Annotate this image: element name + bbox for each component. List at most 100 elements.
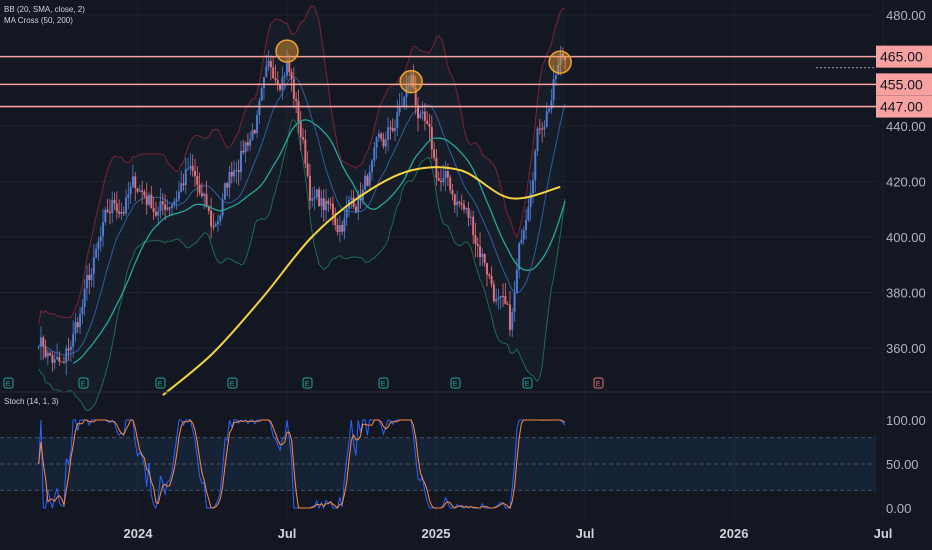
candle-body: [246, 142, 249, 146]
stoch-indicator-label[interactable]: Stoch (14, 1, 3): [4, 397, 59, 406]
candle-body: [460, 202, 463, 205]
candle-body: [313, 197, 316, 199]
candle-body: [102, 222, 105, 237]
candle-body: [106, 209, 109, 212]
candle-body: [554, 75, 557, 80]
level-tag-447: [876, 95, 932, 118]
earnings-marker-text-6: E: [381, 381, 386, 388]
candle-body: [154, 211, 157, 216]
candle-body: [437, 178, 440, 181]
candle-body: [410, 75, 413, 87]
candle-body: [74, 322, 77, 334]
candle-body: [371, 160, 374, 172]
candle-body: [272, 67, 275, 79]
candle-body: [368, 171, 371, 186]
candle-body: [187, 168, 190, 170]
candle-body: [449, 177, 452, 191]
earnings-marker-text-8: E: [525, 381, 530, 388]
horizontal-levels[interactable]: 465.00 455.00 447.00: [0, 45, 932, 118]
candle-body: [267, 60, 270, 67]
level-tag-465: [876, 45, 932, 68]
candle-body: [214, 224, 217, 227]
candle-body: [391, 127, 394, 131]
candle-body: [552, 79, 555, 101]
candle-body: [175, 199, 178, 202]
candle-body: [384, 139, 387, 147]
candle-body: [173, 201, 176, 206]
stoch-axis[interactable]: 100.00 50.00 0.00: [886, 413, 926, 516]
candle-body: [221, 199, 224, 216]
candle-body: [196, 176, 199, 185]
candle-body: [168, 207, 171, 209]
bb-indicator-label[interactable]: BB (20, SMA, close, 2): [4, 5, 85, 14]
candle-body: [341, 225, 344, 232]
candle-body: [534, 150, 537, 181]
candle-body: [113, 200, 116, 204]
candle-body: [325, 200, 328, 211]
candle-body: [559, 53, 562, 65]
candle-body: [235, 170, 238, 172]
candle-body: [398, 106, 401, 113]
candle-body: [274, 78, 277, 81]
x-tick-0: 2024: [124, 526, 154, 541]
candle-body: [462, 204, 465, 210]
candle-body: [515, 269, 518, 293]
candle-body: [483, 253, 486, 264]
candle-body: [318, 189, 321, 207]
candle-body: [446, 171, 449, 178]
candle-body: [138, 190, 141, 192]
earnings-marker-text-4: E: [230, 381, 235, 388]
candle-body: [56, 357, 59, 360]
candle-body: [203, 193, 206, 197]
candle-body: [439, 180, 442, 183]
candle-body: [541, 128, 544, 130]
candle-body: [423, 111, 426, 121]
y-tick-2: 420.00: [886, 175, 926, 190]
candle-body: [479, 246, 482, 258]
candle-body: [95, 248, 98, 258]
candle-body: [472, 216, 475, 236]
candle-body: [458, 201, 461, 203]
earnings-marker-3: [155, 377, 166, 389]
candle-body: [60, 361, 63, 363]
price-axis[interactable]: 480.00 440.00 420.00 400.00 380.00 360.00: [886, 8, 926, 356]
candle-body: [177, 191, 180, 200]
candle-body: [118, 211, 121, 214]
ma-cross-indicator-label[interactable]: MA Cross (50, 200): [4, 16, 73, 25]
candle-body: [180, 183, 183, 192]
candle-body: [157, 211, 160, 216]
candle-body: [99, 236, 102, 242]
candle-body: [136, 188, 139, 192]
candle-body: [465, 208, 468, 210]
candle-body: [373, 147, 376, 161]
candle-body: [490, 275, 493, 285]
candle-body: [242, 150, 245, 153]
candle-body: [212, 226, 215, 228]
candle-body: [281, 77, 284, 90]
candle-body: [329, 203, 332, 205]
candle-body: [37, 346, 40, 348]
candle-body: [205, 193, 208, 207]
level-label-455: 455.00: [880, 76, 923, 92]
earnings-marker-5: [302, 377, 313, 389]
candle-body: [336, 225, 339, 233]
candle-body: [564, 57, 567, 61]
candle-body: [148, 194, 151, 205]
candle-body: [412, 75, 415, 88]
candle-body: [304, 139, 307, 164]
candle-body: [508, 304, 511, 330]
candle-body: [90, 273, 93, 281]
candle-body: [283, 75, 286, 78]
candle-body: [207, 206, 210, 211]
x-tick-4: 2026: [720, 526, 749, 541]
time-axis[interactable]: 2024 Jul 2025 Jul 2026 Jul: [124, 526, 893, 541]
candle-body: [428, 123, 431, 128]
candle-body: [315, 189, 318, 198]
candle-body: [161, 201, 164, 205]
candle-body: [51, 355, 54, 363]
candle-body: [290, 72, 293, 80]
candle-body: [88, 274, 91, 281]
candle-body: [81, 307, 84, 314]
